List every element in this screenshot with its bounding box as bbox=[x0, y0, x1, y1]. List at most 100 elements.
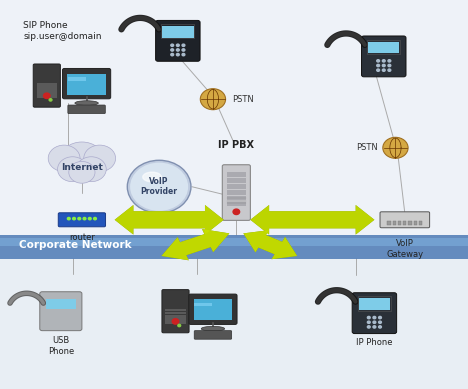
Circle shape bbox=[182, 49, 185, 51]
Bar bbox=[227, 196, 246, 200]
FancyBboxPatch shape bbox=[63, 68, 111, 99]
Bar bbox=[165, 321, 186, 324]
Circle shape bbox=[388, 60, 391, 62]
Circle shape bbox=[69, 161, 95, 183]
Polygon shape bbox=[250, 205, 374, 235]
Circle shape bbox=[44, 93, 50, 98]
Bar bbox=[37, 89, 57, 92]
Ellipse shape bbox=[143, 172, 161, 182]
Circle shape bbox=[182, 53, 185, 56]
Ellipse shape bbox=[75, 101, 98, 105]
Circle shape bbox=[382, 64, 385, 67]
Circle shape bbox=[178, 324, 181, 327]
Bar bbox=[165, 318, 186, 321]
Text: IP Phone: IP Phone bbox=[356, 338, 393, 347]
Polygon shape bbox=[243, 230, 297, 259]
Circle shape bbox=[76, 157, 106, 182]
Circle shape bbox=[373, 326, 376, 328]
FancyBboxPatch shape bbox=[40, 292, 82, 331]
Bar bbox=[409, 221, 412, 225]
Bar bbox=[37, 86, 57, 89]
Text: PSTN: PSTN bbox=[232, 95, 253, 104]
FancyBboxPatch shape bbox=[58, 213, 106, 227]
FancyBboxPatch shape bbox=[68, 105, 105, 114]
Circle shape bbox=[182, 44, 185, 46]
Bar bbox=[398, 221, 401, 225]
Circle shape bbox=[382, 60, 385, 62]
Bar bbox=[0, 235, 468, 259]
FancyBboxPatch shape bbox=[361, 36, 406, 77]
Text: SIP Phone
sip.user@domain: SIP Phone sip.user@domain bbox=[23, 21, 102, 41]
Bar bbox=[227, 184, 246, 189]
Circle shape bbox=[367, 326, 370, 328]
Polygon shape bbox=[161, 229, 229, 260]
Circle shape bbox=[67, 217, 70, 220]
Bar bbox=[165, 315, 186, 317]
Bar bbox=[419, 221, 423, 225]
Circle shape bbox=[171, 44, 174, 46]
Circle shape bbox=[382, 69, 385, 71]
Bar bbox=[0, 259, 468, 389]
Bar bbox=[162, 26, 194, 38]
Bar bbox=[165, 312, 186, 314]
Bar bbox=[37, 92, 57, 95]
Circle shape bbox=[83, 217, 86, 220]
Circle shape bbox=[171, 53, 174, 56]
Circle shape bbox=[176, 49, 179, 51]
Circle shape bbox=[379, 316, 381, 319]
Circle shape bbox=[130, 163, 188, 211]
Text: IP PBX: IP PBX bbox=[219, 140, 254, 150]
Polygon shape bbox=[115, 205, 224, 235]
Bar bbox=[227, 202, 246, 206]
Circle shape bbox=[383, 137, 408, 158]
Circle shape bbox=[84, 145, 116, 172]
Bar bbox=[195, 303, 212, 306]
Bar bbox=[165, 309, 186, 311]
Circle shape bbox=[377, 60, 380, 62]
Circle shape bbox=[379, 326, 381, 328]
Circle shape bbox=[78, 217, 80, 220]
Circle shape bbox=[367, 321, 370, 323]
Circle shape bbox=[176, 44, 179, 46]
FancyBboxPatch shape bbox=[189, 294, 237, 324]
Text: PSTN: PSTN bbox=[357, 143, 378, 152]
Bar bbox=[67, 74, 106, 95]
Bar bbox=[227, 190, 246, 194]
Text: Corporate Network: Corporate Network bbox=[19, 240, 132, 251]
Bar bbox=[46, 299, 76, 309]
Circle shape bbox=[73, 217, 75, 220]
Circle shape bbox=[233, 209, 240, 215]
Circle shape bbox=[172, 319, 179, 324]
Text: VoIP
Provider: VoIP Provider bbox=[140, 177, 178, 196]
Circle shape bbox=[377, 64, 380, 67]
Polygon shape bbox=[161, 229, 229, 260]
Circle shape bbox=[367, 316, 370, 319]
Text: router: router bbox=[69, 233, 95, 242]
Bar bbox=[359, 298, 390, 310]
Text: VoIP
Gateway: VoIP Gateway bbox=[386, 239, 424, 259]
Circle shape bbox=[88, 217, 91, 220]
Bar bbox=[414, 221, 417, 225]
Text: Internet: Internet bbox=[61, 163, 103, 172]
FancyBboxPatch shape bbox=[33, 64, 60, 107]
FancyBboxPatch shape bbox=[380, 212, 430, 228]
Ellipse shape bbox=[201, 326, 225, 331]
FancyBboxPatch shape bbox=[156, 21, 200, 61]
Circle shape bbox=[379, 321, 381, 323]
Bar bbox=[68, 77, 86, 81]
Circle shape bbox=[48, 145, 80, 172]
Polygon shape bbox=[115, 205, 224, 235]
Circle shape bbox=[200, 89, 226, 110]
Bar bbox=[227, 172, 246, 177]
Bar bbox=[37, 83, 57, 86]
Circle shape bbox=[176, 53, 179, 56]
Circle shape bbox=[388, 64, 391, 67]
FancyBboxPatch shape bbox=[194, 331, 232, 339]
Bar bbox=[194, 299, 233, 320]
FancyBboxPatch shape bbox=[222, 165, 250, 220]
Circle shape bbox=[127, 160, 191, 213]
Bar bbox=[37, 95, 57, 98]
Bar bbox=[368, 42, 400, 53]
Text: USB
Phone: USB Phone bbox=[48, 336, 74, 356]
Circle shape bbox=[388, 69, 391, 71]
